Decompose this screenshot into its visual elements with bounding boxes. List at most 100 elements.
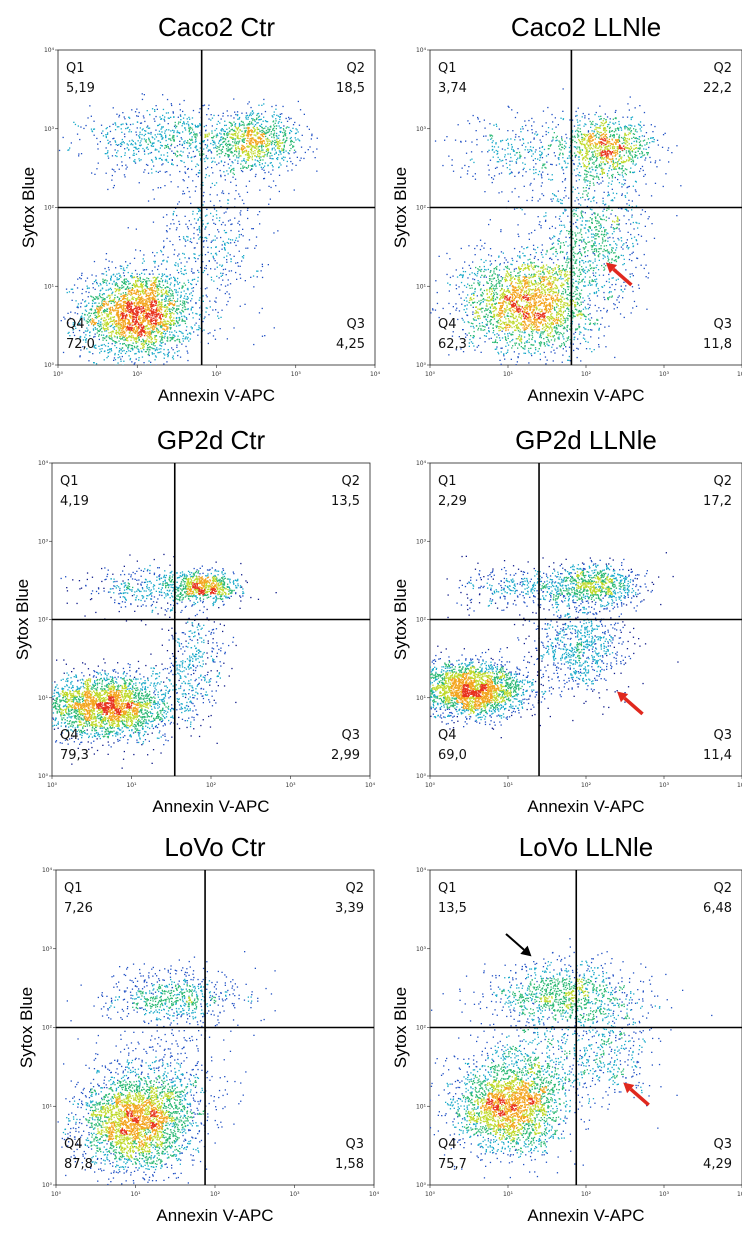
event-point <box>183 302 186 304</box>
event-point <box>248 133 250 135</box>
event-point <box>111 331 113 333</box>
event-point <box>136 121 139 123</box>
event-point <box>100 124 103 126</box>
event-point <box>76 313 79 315</box>
event-point <box>263 169 265 171</box>
event-point <box>99 305 102 307</box>
event-point <box>113 322 116 324</box>
event-point <box>120 300 122 302</box>
event-point <box>310 138 312 140</box>
event-point <box>158 283 161 286</box>
event-point <box>97 143 99 145</box>
event-point <box>107 301 110 303</box>
event-point <box>183 142 186 145</box>
event-point <box>151 347 153 349</box>
event-point <box>147 353 149 356</box>
event-point <box>174 264 176 266</box>
event-point <box>99 293 101 295</box>
event-point <box>173 130 175 132</box>
event-point <box>240 210 242 212</box>
event-point <box>289 137 291 140</box>
event-point <box>185 329 187 332</box>
event-point <box>126 267 128 269</box>
event-point <box>134 302 136 304</box>
event-point <box>629 254 631 256</box>
event-point <box>241 136 243 138</box>
event-point <box>122 112 124 114</box>
event-point <box>129 289 131 292</box>
event-point <box>541 244 543 246</box>
event-point <box>99 352 101 354</box>
event-point <box>165 323 168 325</box>
event-point <box>585 348 588 350</box>
event-point <box>118 332 120 334</box>
event-point <box>113 326 116 328</box>
event-point <box>91 299 94 301</box>
event-point <box>246 133 249 135</box>
event-point <box>145 293 147 295</box>
event-point <box>164 300 166 302</box>
event-point <box>246 124 248 126</box>
event-point <box>162 315 164 317</box>
event-point <box>183 305 185 307</box>
event-point <box>140 350 143 352</box>
event-point <box>105 336 107 338</box>
event-point <box>132 349 134 351</box>
event-point <box>209 306 211 308</box>
event-point <box>263 152 266 154</box>
event-point <box>258 104 260 106</box>
event-point <box>174 277 176 279</box>
event-point <box>110 289 112 291</box>
event-point <box>123 298 125 300</box>
event-point <box>554 227 557 229</box>
event-point <box>85 291 87 293</box>
event-point <box>117 317 119 319</box>
event-point <box>247 134 249 136</box>
event-point <box>107 323 109 326</box>
event-point <box>230 260 232 263</box>
event-point <box>144 332 146 334</box>
event-point <box>219 144 221 146</box>
event-point <box>102 293 105 295</box>
event-point <box>268 130 270 132</box>
event-point <box>580 360 582 362</box>
event-point <box>166 313 168 315</box>
event-point <box>262 120 264 122</box>
event-point <box>136 273 138 275</box>
event-point <box>299 159 301 162</box>
event-point <box>124 309 126 311</box>
event-point <box>109 325 112 327</box>
event-point <box>117 150 119 152</box>
event-point <box>150 297 152 299</box>
event-point <box>181 155 183 157</box>
event-point <box>243 255 245 257</box>
event-point <box>235 127 237 129</box>
event-point <box>119 303 121 305</box>
event-point <box>153 309 155 311</box>
event-point <box>187 289 189 291</box>
event-point <box>197 207 199 210</box>
event-point <box>151 327 153 329</box>
event-point <box>106 296 108 298</box>
event-point <box>166 310 169 312</box>
event-point <box>159 314 161 316</box>
event-point <box>136 303 138 305</box>
event-point <box>169 310 171 312</box>
event-point <box>455 309 457 311</box>
event-point <box>257 151 259 153</box>
event-point <box>143 138 146 140</box>
event-point <box>167 306 169 309</box>
event-point <box>265 135 267 138</box>
event-point <box>250 143 252 145</box>
event-point <box>168 304 170 306</box>
event-point <box>243 127 245 129</box>
event-point <box>272 129 274 131</box>
event-point <box>248 156 250 159</box>
event-point <box>118 333 120 335</box>
event-point <box>142 321 144 323</box>
event-point <box>140 306 143 308</box>
event-point <box>155 318 157 320</box>
event-point <box>316 137 318 139</box>
event-point <box>81 312 84 315</box>
event-point <box>138 279 140 282</box>
